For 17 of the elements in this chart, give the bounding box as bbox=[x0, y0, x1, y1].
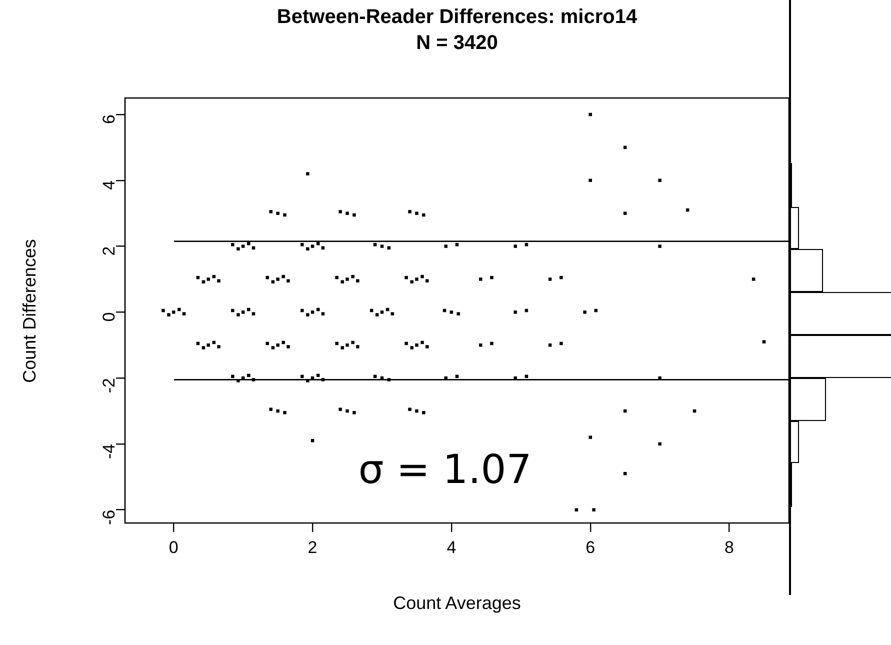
x-tick-label: 8 bbox=[724, 538, 734, 557]
x-tick-label: 0 bbox=[168, 538, 178, 557]
y-tick-label: 2 bbox=[100, 246, 119, 256]
x-tick-label: 6 bbox=[586, 538, 596, 557]
y-tick-label: 4 bbox=[100, 180, 119, 190]
x-tick-label: 4 bbox=[446, 538, 456, 557]
y-tick-label: 6 bbox=[100, 114, 119, 124]
annotation: σ = 1.07 bbox=[358, 447, 532, 493]
y-axis-title: Count Differences bbox=[20, 238, 40, 382]
y-tick-label: -4 bbox=[100, 444, 119, 460]
y-tick-label: 0 bbox=[100, 312, 119, 322]
y-tick-label: -2 bbox=[100, 378, 119, 394]
x-axis-title: Count Averages bbox=[393, 593, 521, 614]
y-tick-label: -6 bbox=[100, 510, 119, 525]
chart-subtitle: N = 3420 bbox=[416, 32, 498, 55]
x-tick-label: 2 bbox=[308, 538, 318, 557]
chart-title: Between-Reader Differences: micro14 bbox=[276, 6, 638, 29]
